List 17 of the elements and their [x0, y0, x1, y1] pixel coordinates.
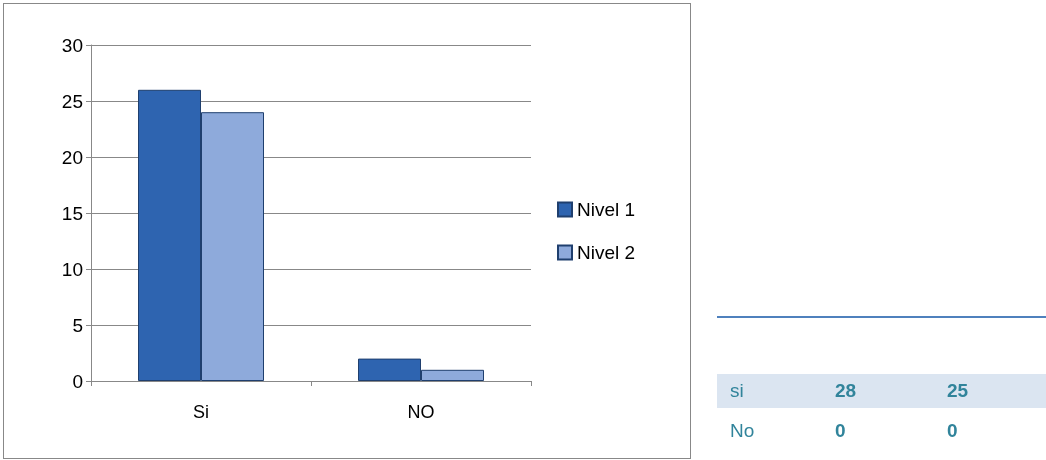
x-tick-label: NO — [407, 402, 435, 422]
text: si — [730, 379, 744, 403]
x-tick-label: Si — [192, 402, 210, 422]
y-tick-label: 15 — [61, 202, 83, 224]
y-tick-label: 30 — [61, 34, 83, 56]
text: 0 — [947, 419, 958, 443]
y-tick-label: 20 — [61, 146, 83, 168]
y-tick-label: 0 — [72, 370, 83, 392]
y-tick-label: 10 — [61, 258, 83, 280]
text: No — [730, 419, 755, 443]
text: 0 — [835, 419, 846, 443]
text: 28 — [835, 379, 857, 403]
text: 25 — [947, 379, 969, 403]
y-tick-label: 5 — [72, 314, 83, 336]
legend-label: Nivel 2 — [577, 242, 636, 263]
legend-label: Nivel 1 — [577, 199, 636, 220]
y-tick-label: 25 — [61, 90, 83, 112]
